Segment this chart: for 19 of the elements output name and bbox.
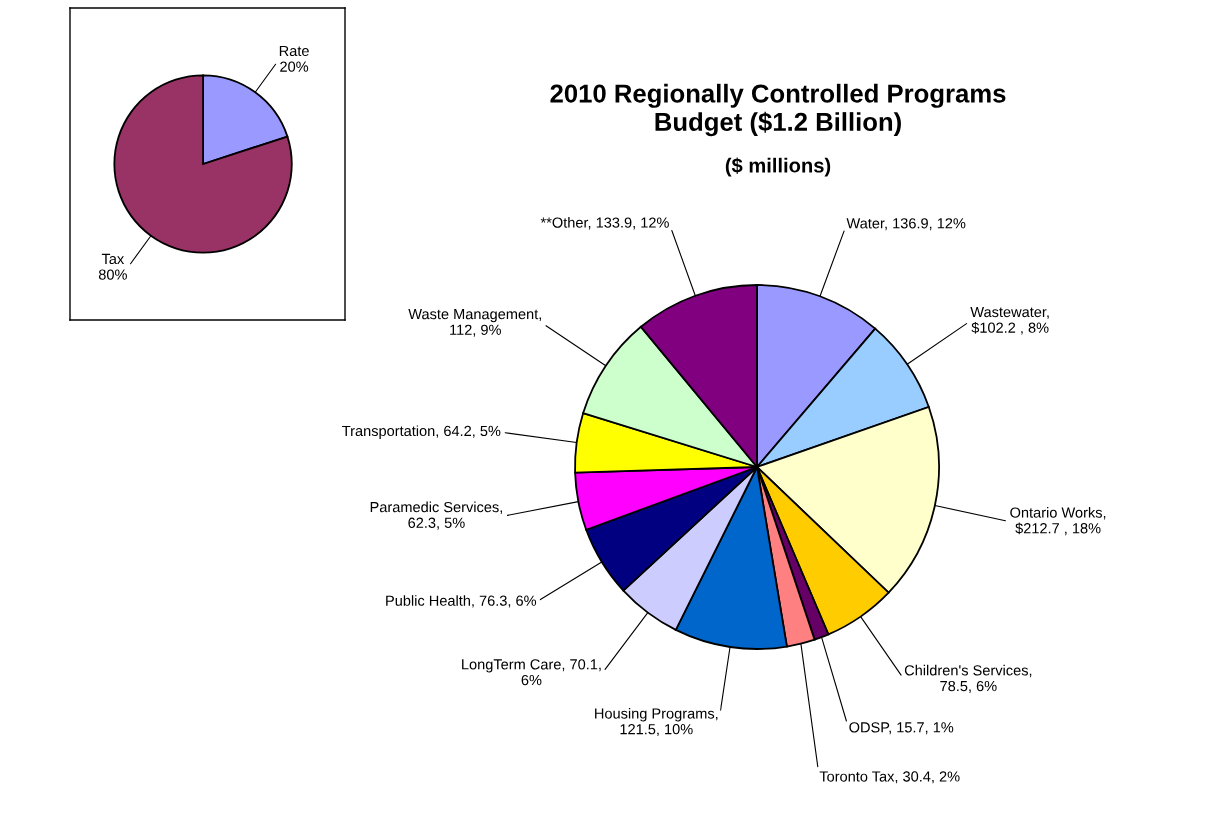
slice-label: Rate [279,45,309,57]
data-label: 80% [98,269,127,280]
slice-label: Wastewater, $102.2 , 8% [970,306,1049,335]
chart-title: 2010 Regionally Controlled Programs Budget ($1.2 Billion) [550,83,1006,137]
slice-label: Waste Management, 112, 9% [408,309,541,337]
slice-label: Water, 136.9, 12% [846,218,966,231]
data-label: 20% [280,61,309,72]
slice-label: ODSP, 15.7, 1% [849,722,954,735]
slice-label: LongTerm Care, 70.1, 6% [462,659,601,686]
slice-label: Toronto Tax, 30.4, 2% [819,771,960,784]
slice-label: Children's Services, 78.5, 6% [904,664,1032,693]
slice-label: Ontario Works, $212.7 , 18% [1010,507,1106,536]
slice-label: Paramedic Services, 62.3, 5% [370,501,502,530]
slice-label: Transportation, 64.2, 5% [342,425,501,439]
slice-label: Public Health, 76.3, 6% [386,595,537,608]
chart-subtitle: ($ millions) [725,157,831,177]
slice-label: Tax [101,253,125,265]
slice-label: **Other, 133.9, 12% [540,217,669,230]
slice-label: Housing Programs, 121.5, 10% [595,707,718,737]
